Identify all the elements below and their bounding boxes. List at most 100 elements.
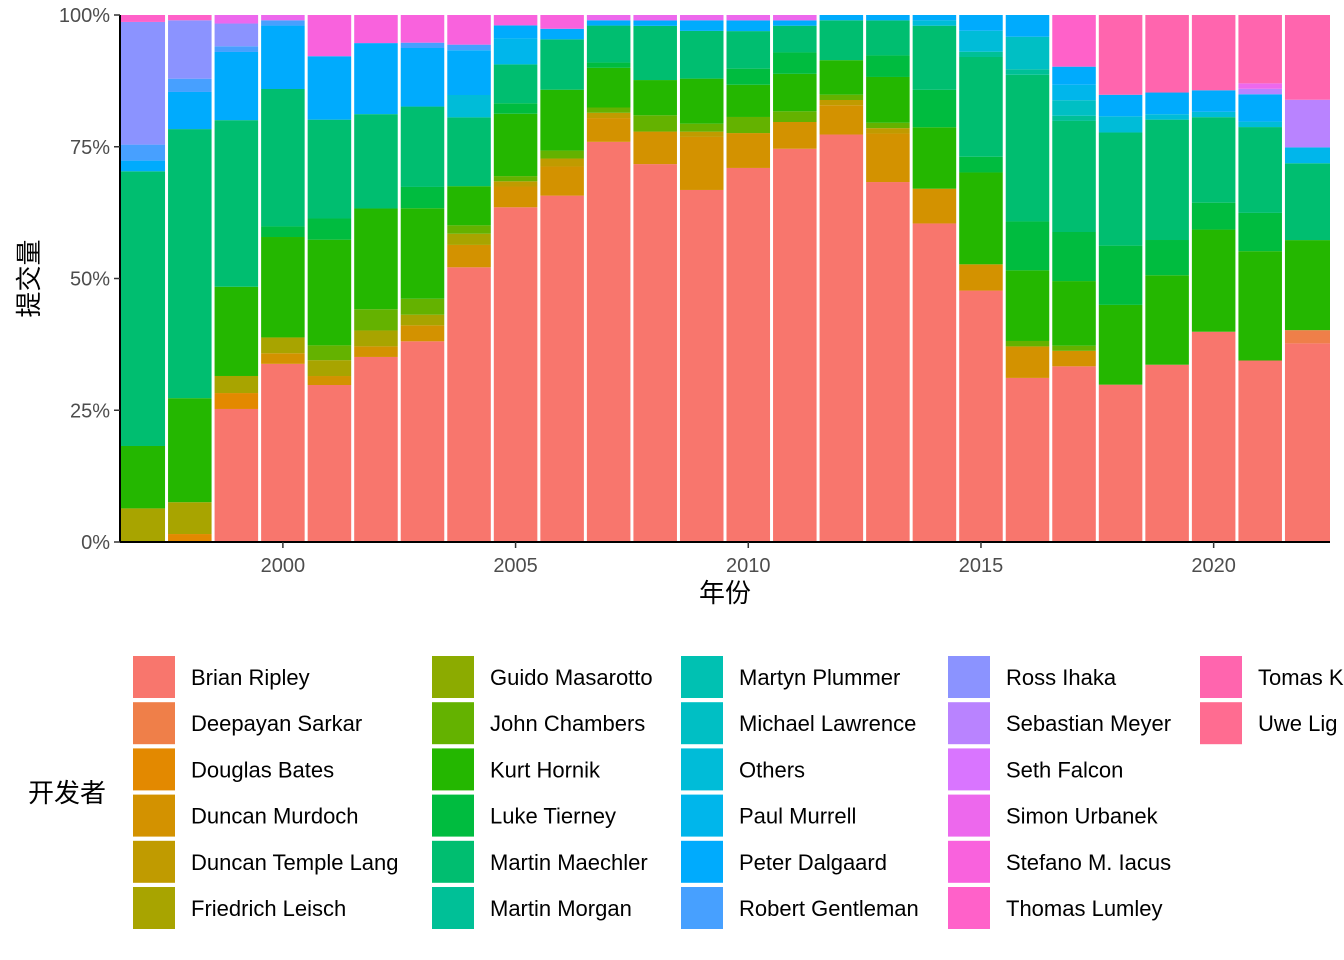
bar-segment xyxy=(213,120,260,287)
bar-segment xyxy=(399,341,446,542)
bar-segment xyxy=(1004,377,1051,542)
bar-segment xyxy=(259,237,307,338)
bar-segment xyxy=(631,164,679,542)
bar-segment xyxy=(1050,281,1098,346)
legend-label: Sebastian Meyer xyxy=(1006,711,1171,736)
bar-segment xyxy=(1236,212,1284,252)
bar-segment xyxy=(864,15,912,21)
bars-layer xyxy=(120,15,1330,543)
bar-segment xyxy=(771,122,819,149)
legend-label: Robert Gentleman xyxy=(739,896,919,921)
bar-segment xyxy=(399,42,446,48)
legend-label: Luke Tierney xyxy=(490,804,616,829)
bar-segment xyxy=(1050,100,1098,116)
x-tick-labels: 2000 2005 2010 2015 2020 xyxy=(261,542,1236,577)
legend-label: Seth Falcon xyxy=(1006,757,1123,782)
bar-segment xyxy=(585,62,632,68)
bar-segment xyxy=(399,314,446,326)
bar-segment xyxy=(1236,83,1284,89)
legend-key xyxy=(133,840,175,883)
bar-segment xyxy=(911,223,958,542)
legend-key xyxy=(681,702,723,745)
bar-segment xyxy=(585,107,632,113)
bar-segment xyxy=(1050,120,1098,232)
bar-segment xyxy=(1004,340,1051,347)
bar-segment xyxy=(538,195,586,543)
bar-segment xyxy=(725,15,772,21)
bar-segment xyxy=(166,502,214,535)
bar-segment xyxy=(678,30,725,79)
legend-label: Kurt Hornik xyxy=(490,757,601,782)
bar-segment xyxy=(725,31,772,69)
bar-segment xyxy=(818,60,865,95)
bar-segment xyxy=(678,78,725,124)
bar-segment xyxy=(445,186,493,226)
bar-segment xyxy=(492,38,539,65)
bar-segment xyxy=(911,89,958,128)
bar-segment xyxy=(631,131,679,165)
bar-segment xyxy=(957,15,1005,31)
bar-segment xyxy=(213,51,260,121)
bar-segment xyxy=(678,20,725,31)
legend-key xyxy=(432,702,474,745)
legend-label: Martin Maechler xyxy=(490,850,648,875)
bar-segment xyxy=(445,225,493,234)
bar-segment xyxy=(771,15,819,21)
bar-segment xyxy=(120,171,167,446)
bar-segment xyxy=(306,218,353,240)
y-tick-labels: 0% 25% 50% 75% 100% xyxy=(59,5,120,554)
y-tick-label: 50% xyxy=(70,269,110,291)
legend-key xyxy=(948,748,990,791)
bar-segment xyxy=(957,156,1005,173)
bar-segment xyxy=(306,360,353,377)
legend-key xyxy=(133,748,175,791)
bar-segment xyxy=(1190,117,1237,203)
bar-segment xyxy=(538,15,586,29)
legend-key xyxy=(133,656,175,698)
bar-segment xyxy=(911,127,958,189)
bar-segment xyxy=(445,267,493,542)
bar-segment xyxy=(1283,330,1330,344)
bar-segment xyxy=(1236,15,1284,84)
bar-segment xyxy=(166,91,214,130)
bar-segment xyxy=(957,264,1005,291)
bar-segment xyxy=(957,30,1005,52)
bar-segment xyxy=(1190,111,1237,118)
bar-segment xyxy=(1050,15,1098,67)
bar-segment xyxy=(1004,346,1051,378)
y-axis-title: 提交量 xyxy=(15,239,45,317)
legend-label: Others xyxy=(739,757,805,782)
bar-segment xyxy=(120,21,167,145)
bar-segment xyxy=(585,20,632,26)
bar-segment xyxy=(818,94,865,100)
bar-segment xyxy=(492,103,539,114)
legend-label: Peter Dalgaard xyxy=(739,850,887,875)
legend-key xyxy=(133,702,175,745)
bar-segment xyxy=(1143,92,1191,115)
legend-key xyxy=(681,840,723,883)
bar-segment xyxy=(1097,15,1144,95)
y-tick-label: 0% xyxy=(81,532,110,554)
bar-segment xyxy=(492,207,539,543)
bar-segment xyxy=(492,15,539,26)
bar-segment xyxy=(771,52,819,74)
legend-label: Simon Urbanek xyxy=(1006,804,1159,829)
bar-segment xyxy=(1097,245,1144,305)
legend-key xyxy=(1200,656,1242,698)
bar-segment xyxy=(352,356,400,542)
legend-key xyxy=(432,656,474,698)
bar-segment xyxy=(120,508,167,542)
legend-label: Friedrich Leisch xyxy=(191,896,346,921)
y-tick-label: 25% xyxy=(70,400,110,422)
bar-segment xyxy=(259,363,307,542)
bar-segment xyxy=(771,148,819,542)
bar-segment xyxy=(1143,275,1191,365)
bar-segment xyxy=(911,15,958,21)
bar-segment xyxy=(1143,15,1191,93)
bar-segment xyxy=(213,46,260,52)
bar-segment xyxy=(399,15,446,43)
legend-key xyxy=(133,887,175,929)
legend-label: Douglas Bates xyxy=(191,757,334,782)
bar-segment xyxy=(678,189,725,542)
bar-segment xyxy=(771,73,819,112)
